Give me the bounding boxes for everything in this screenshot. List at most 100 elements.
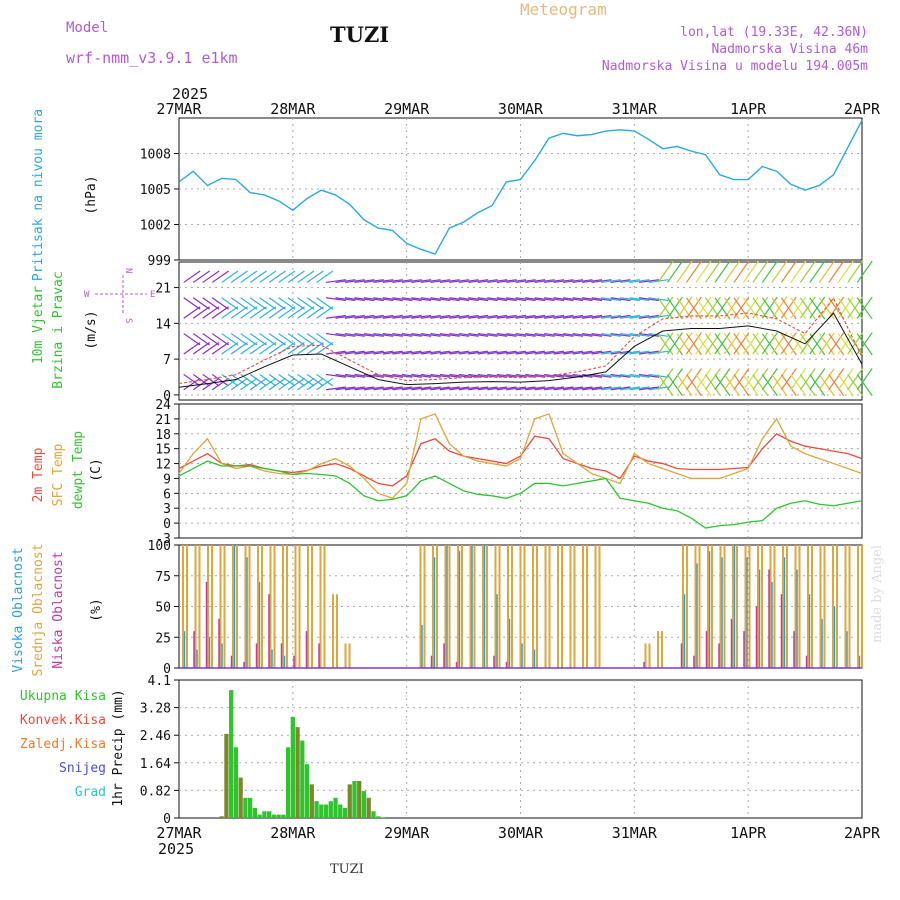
- wind-barb: [667, 333, 683, 356]
- wind-barb: [392, 314, 413, 319]
- temp-ylabel-2: SFC Temp: [51, 444, 66, 507]
- wind-barb: [373, 297, 394, 302]
- wind-barb: [790, 297, 807, 320]
- wind-barb: [420, 314, 441, 319]
- wind-barb: [259, 373, 277, 387]
- wind-barb: [249, 270, 267, 283]
- temp-ytick-label: 6: [163, 487, 171, 502]
- wind-barb: [847, 260, 864, 283]
- wind-barb: [761, 368, 778, 391]
- precip-legend-item: Ukupna Kisa: [20, 689, 106, 704]
- wind-barb: [392, 350, 413, 355]
- wind-barb: [192, 270, 210, 283]
- wind-barb: [525, 386, 546, 391]
- wind-barb: [249, 297, 267, 310]
- wind-barb: [544, 297, 565, 302]
- pressure-ylabel: Pritisak na nivou mora: [31, 109, 46, 281]
- footer-station: TUZI: [330, 862, 364, 877]
- wind-barb: [742, 260, 759, 283]
- wind-barb: [629, 373, 650, 378]
- wind-barb: [249, 342, 267, 355]
- precip-bar: [319, 804, 324, 818]
- wind-barb: [534, 314, 555, 319]
- wind-barb: [278, 297, 296, 310]
- wind-barb: [780, 368, 797, 391]
- wind-barb: [620, 350, 640, 355]
- wind-barb: [306, 342, 324, 355]
- wind-barb: [695, 297, 712, 320]
- wind-barb: [771, 368, 788, 391]
- wind-barb: [667, 374, 683, 397]
- precip-bar: [371, 811, 376, 818]
- wind-barb: [268, 333, 286, 346]
- cloud-ytick-label: 100: [148, 539, 171, 554]
- precip-ytick-label: 4.1: [148, 674, 171, 689]
- wind-barb: [202, 270, 220, 283]
- wind-barb: [582, 314, 603, 319]
- precip-legend: Ukupna Kisa Konvek.Kisa Zaledj.Kisa Snijeg G…: [20, 689, 106, 800]
- wind-barb: [477, 279, 498, 284]
- pressure-line: [178, 120, 863, 255]
- wind-barb: [544, 386, 565, 391]
- wind-barb: [809, 297, 826, 320]
- wind-barb: [837, 368, 854, 391]
- wind-barb: [828, 333, 845, 356]
- panel-grids: [178, 117, 863, 819]
- wind-barb: [373, 332, 394, 337]
- wind-barb: [629, 314, 650, 319]
- wind-barb: [544, 350, 565, 355]
- wind-barb: [733, 297, 750, 320]
- wind-barb: [809, 374, 826, 397]
- wind-barb: [411, 350, 432, 355]
- precip-bar: [257, 814, 262, 818]
- wind-barb: [601, 279, 622, 284]
- wind-barb: [363, 279, 384, 284]
- wind-gust-line: [178, 297, 863, 385]
- wind-barb: [496, 386, 517, 391]
- wind-barb: [515, 373, 536, 378]
- precip-bar: [366, 797, 371, 818]
- wind-barb: [771, 297, 788, 320]
- pressure-ytick-label: 999: [148, 254, 171, 269]
- wind-barb: [828, 368, 845, 391]
- wind-barb: [325, 279, 346, 284]
- wind-barb: [344, 314, 365, 319]
- wind-barb: [430, 279, 451, 284]
- wind-barb: [487, 332, 508, 337]
- wind-barb: [506, 332, 527, 337]
- pressure-ytick-label: 1005: [140, 183, 171, 198]
- wind-barb: [591, 332, 612, 337]
- wind-barb: [856, 374, 873, 397]
- wind-barb: [686, 260, 702, 283]
- precip-legend-item: Grad: [75, 785, 106, 800]
- wind-barb: [780, 297, 797, 320]
- bottom-time-label: 29MAR: [384, 824, 430, 842]
- wind-ylabel-2: Brzina i Pravac: [51, 271, 66, 388]
- wind-barb: [259, 297, 277, 310]
- wind-barb: [601, 297, 622, 302]
- precip-bar: [233, 747, 239, 818]
- wind-barb: [183, 306, 201, 319]
- wind-barb: [420, 332, 441, 337]
- wind-barb: [638, 332, 659, 337]
- wind-barb: [771, 260, 788, 283]
- wind-ytick-label: 21: [155, 282, 171, 297]
- wind-barb: [676, 368, 693, 391]
- wind-barb: [363, 350, 384, 355]
- pressure-ytick-label: 1008: [140, 148, 171, 163]
- wind-barb: [420, 350, 441, 355]
- wind-barb: [818, 333, 835, 356]
- wind-barb: [382, 350, 403, 355]
- wind-barb: [847, 368, 864, 391]
- wind-barb: [259, 306, 277, 319]
- wind-barb: [723, 333, 740, 356]
- wind-barb: [723, 368, 740, 391]
- wind-barb: [553, 279, 574, 284]
- wind-barb: [354, 386, 375, 391]
- wind-barb: [259, 270, 277, 283]
- precip-ytick-label: 0: [163, 812, 171, 827]
- wind-barb: [742, 297, 759, 320]
- wind-speed-line: [178, 312, 863, 388]
- wind-barb: [439, 332, 460, 337]
- wind-barb: [344, 279, 365, 284]
